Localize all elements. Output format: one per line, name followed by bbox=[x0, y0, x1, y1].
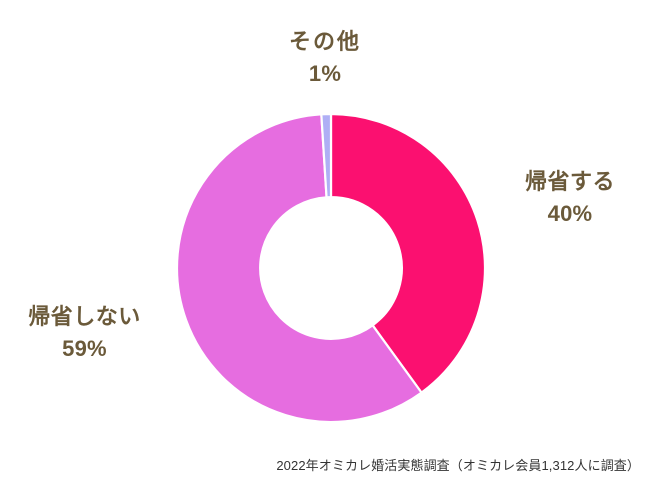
slice-label-return-name: 帰省する bbox=[524, 169, 615, 194]
slice-label-return-value: 40% bbox=[547, 201, 593, 227]
donut-svg bbox=[177, 114, 485, 422]
slice-label-return: 帰省する 40% bbox=[495, 168, 645, 228]
slice-label-no-return: 帰省しない 59% bbox=[2, 303, 167, 363]
chart-source-footnote: 2022年オミカレ婚活実態調査（オミカレ会員1,312人に調査） bbox=[276, 458, 640, 473]
donut-slice-帰省する[interactable] bbox=[329, 114, 485, 394]
donut-chart-graphic bbox=[177, 114, 485, 422]
donut-slice-帰省しない[interactable] bbox=[177, 114, 423, 422]
slice-label-other-name: その他 bbox=[288, 29, 361, 54]
donut-slice-その他[interactable] bbox=[320, 114, 333, 199]
slice-label-other: その他 1% bbox=[0, 28, 650, 88]
donut-slice-group bbox=[177, 114, 485, 422]
slice-label-other-value: 1% bbox=[308, 61, 342, 87]
slice-label-no-return-value: 59% bbox=[62, 336, 107, 362]
slice-label-no-return-name: 帰省しない bbox=[28, 304, 141, 329]
